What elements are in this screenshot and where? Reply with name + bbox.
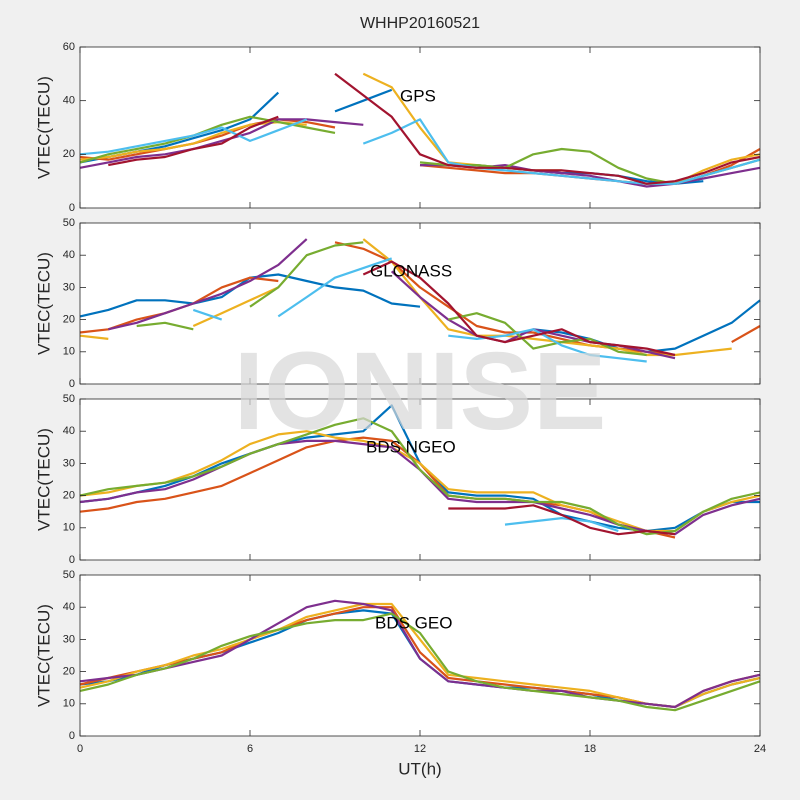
y-tick-label: 40: [63, 95, 75, 107]
y-tick-label: 20: [63, 666, 75, 678]
annotation: BDS GEO: [375, 613, 452, 632]
y-tick-label: 50: [63, 217, 75, 229]
x-tick-label: 6: [247, 743, 253, 755]
annotation: GPS: [400, 86, 436, 105]
plot-area: [80, 575, 760, 736]
y-tick-label: 0: [69, 554, 75, 566]
y-axis-label: VTEC(TECU): [34, 428, 53, 531]
y-tick-label: 40: [63, 425, 75, 437]
series-line: [362, 260, 676, 357]
y-tick-label: 0: [69, 378, 75, 390]
x-tick-label: 12: [414, 743, 426, 755]
y-tick-label: 0: [69, 202, 75, 214]
watermark: IONISE: [234, 330, 607, 453]
y-tick-label: 30: [63, 281, 75, 293]
y-tick-label: 60: [63, 41, 75, 53]
y-tick-label: 0: [69, 730, 75, 742]
y-axis-label: VTEC(TECU): [34, 604, 53, 707]
annotation: BDS NGEO: [366, 437, 456, 456]
series-line: [504, 517, 619, 533]
x-tick-label: 0: [77, 743, 83, 755]
x-tick-label: 24: [754, 743, 766, 755]
annotation: GLONASS: [370, 261, 452, 280]
y-tick-label: 40: [63, 601, 75, 613]
series-line: [79, 118, 761, 185]
y-tick-label: 10: [63, 522, 75, 534]
series-line: [79, 612, 761, 712]
series-line: [192, 257, 647, 363]
y-tick-label: 50: [63, 569, 75, 581]
y-tick-label: 40: [63, 249, 75, 261]
y-tick-label: 20: [63, 490, 75, 502]
series-line: [136, 241, 647, 357]
figure-title: WHHP20160521: [360, 15, 480, 32]
y-tick-label: 30: [63, 633, 75, 645]
y-axis-label: VTEC(TECU): [34, 76, 53, 179]
y-tick-label: 20: [63, 148, 75, 160]
y-tick-label: 50: [63, 393, 75, 405]
y-tick-label: 10: [63, 346, 75, 358]
x-axis-label: UT(h): [398, 759, 441, 778]
y-tick-label: 10: [63, 698, 75, 710]
y-tick-label: 30: [63, 457, 75, 469]
y-tick-label: 20: [63, 314, 75, 326]
series-line: [79, 599, 761, 709]
x-tick-label: 18: [584, 743, 596, 755]
series-line: [108, 72, 761, 185]
series-line: [79, 417, 761, 536]
series-line: [448, 504, 676, 536]
y-axis-label: VTEC(TECU): [34, 252, 53, 355]
